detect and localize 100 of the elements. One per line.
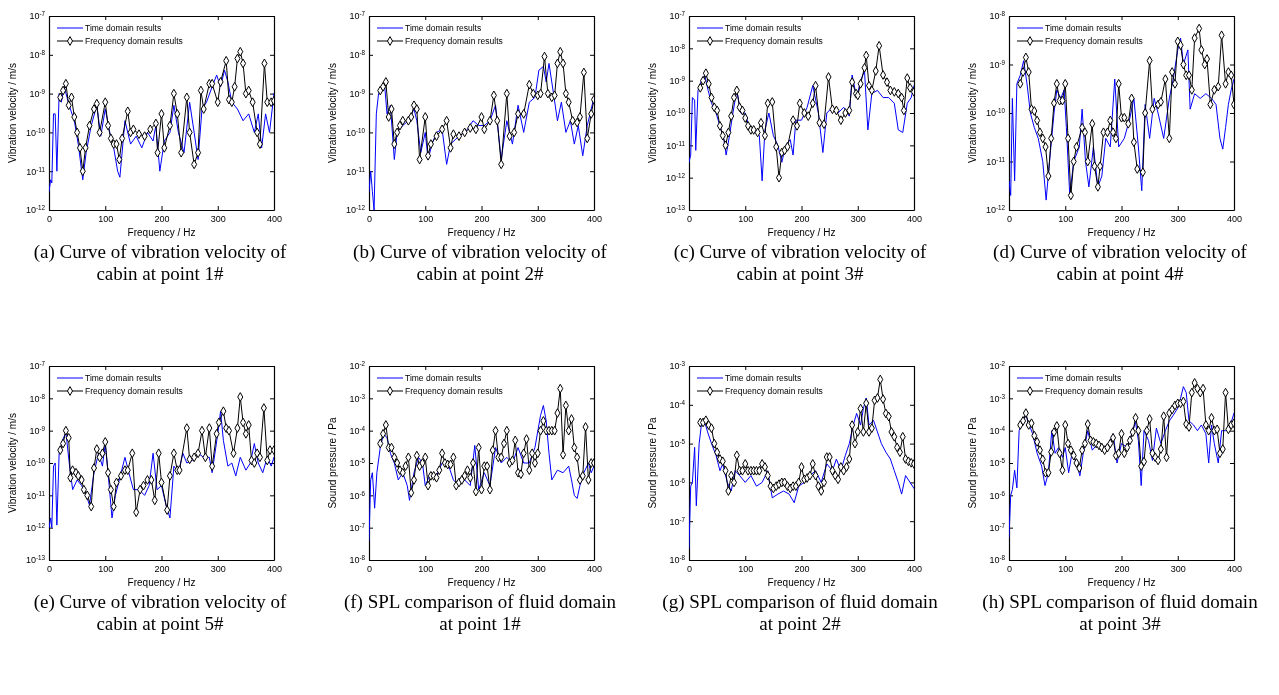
y-tick-label: 10$^{-9}$ bbox=[989, 58, 1006, 70]
y-tick-label: 10$^{-9}$ bbox=[29, 87, 46, 99]
y-tick-label: 10$^{-11}$ bbox=[666, 139, 686, 151]
point bbox=[515, 109, 522, 119]
y-tick-label: 10$^{-12}$ bbox=[665, 171, 686, 184]
x-tick-label: 200 bbox=[474, 564, 490, 575]
x-tick-label: 0 bbox=[46, 214, 53, 225]
y-tick-label: 10$^{-7}$ bbox=[669, 9, 686, 22]
y-tick-label: 10$^{-9}$ bbox=[669, 74, 686, 87]
y-tick-label: 10$^{-5}$ bbox=[349, 456, 366, 469]
x-tick-label: 400 bbox=[266, 214, 283, 225]
legend-label: Frequency domain results bbox=[85, 36, 183, 46]
x-tick-label: 300 bbox=[1170, 564, 1186, 575]
point bbox=[413, 104, 420, 114]
point bbox=[520, 109, 527, 119]
legend-label: Time domain results bbox=[725, 23, 802, 33]
y-tick-label: 10$^{-12}$ bbox=[345, 203, 366, 216]
x-tick-label: 0 bbox=[366, 214, 373, 225]
point bbox=[427, 139, 434, 149]
point bbox=[576, 112, 583, 122]
x-tick-label: 100 bbox=[98, 214, 114, 225]
y-axis-title: Sound pressure / Pa bbox=[967, 416, 978, 509]
legend-label: Frequency domain results bbox=[85, 386, 183, 396]
x-tick-label: 100 bbox=[418, 564, 434, 575]
legend-label: Frequency domain results bbox=[725, 386, 823, 396]
x-tick-label: 300 bbox=[530, 564, 546, 575]
x-tick-label: 300 bbox=[850, 214, 866, 225]
x-tick-label: 300 bbox=[210, 564, 226, 575]
x-axis-title: Frequency / Hz bbox=[447, 577, 516, 588]
x-tick-label: 200 bbox=[154, 214, 170, 225]
point bbox=[455, 131, 463, 142]
y-axis-title: Vibration velocity / m/s bbox=[327, 63, 338, 163]
legend-label: Time domain results bbox=[405, 23, 482, 33]
y-tick-label: 10$^{-2}$ bbox=[989, 359, 1006, 372]
y-tick-label: 10$^{-8}$ bbox=[349, 553, 366, 566]
x-tick-label: 200 bbox=[794, 564, 810, 575]
point bbox=[478, 112, 485, 122]
y-tick-label: 10$^{-8}$ bbox=[989, 9, 1006, 22]
x-tick-label: 300 bbox=[1170, 214, 1186, 225]
y-tick-label: 10$^{-5}$ bbox=[989, 456, 1006, 469]
x-tick-label: 400 bbox=[1226, 564, 1243, 575]
x-tick-label: 400 bbox=[906, 564, 923, 575]
x-axis-title: Frequency / Hz bbox=[127, 577, 196, 588]
x-tick-label: 100 bbox=[418, 214, 434, 225]
x-tick-label: 100 bbox=[1058, 564, 1074, 575]
y-tick-label: 10$^{-3}$ bbox=[669, 359, 686, 372]
x-tick-label: 100 bbox=[738, 214, 754, 225]
text: (b) Curve of vibration velocity of cabin at point 2# bbox=[353, 241, 608, 284]
y-tick-label: 10$^{-2}$ bbox=[349, 359, 366, 372]
y-tick-label: 10$^{-8}$ bbox=[669, 42, 686, 54]
y-tick-label: 10$^{-7}$ bbox=[29, 359, 46, 372]
x-tick-label: 0 bbox=[686, 214, 693, 225]
x-tick-label: 100 bbox=[1058, 214, 1074, 225]
legend-label: Frequency domain results bbox=[1045, 36, 1143, 46]
text: (e) Curve of vibration velocity of cabin at point 5# bbox=[33, 591, 288, 634]
point bbox=[391, 139, 398, 149]
x-tick-label: 100 bbox=[738, 564, 754, 575]
x-tick-label: 0 bbox=[1006, 564, 1013, 575]
y-tick-label: 10$^{-11}$ bbox=[346, 165, 366, 177]
text: (d) Curve of vibration velocity of cabin at point 4# bbox=[993, 241, 1248, 284]
y-tick-label: 10$^{-6}$ bbox=[349, 489, 366, 501]
x-tick-label: 100 bbox=[98, 564, 114, 575]
legend-label: Frequency domain results bbox=[405, 386, 503, 396]
y-tick-label: 10$^{-4}$ bbox=[349, 424, 366, 437]
x-axis-title: Frequency / Hz bbox=[127, 227, 196, 238]
legend-label: Time domain results bbox=[1045, 373, 1122, 383]
y-tick-label: 10$^{-8}$ bbox=[349, 48, 366, 61]
line-series bbox=[689, 397, 914, 549]
y-tick-label: 10$^{-13}$ bbox=[25, 553, 46, 566]
text: (f) SPL comparison of fluid domain at point 1# bbox=[343, 591, 617, 634]
y-tick-label: 10$^{-12}$ bbox=[985, 203, 1006, 216]
line-series bbox=[49, 69, 274, 192]
y-tick-label: 10$^{-11}$ bbox=[986, 155, 1006, 167]
x-tick-label: 200 bbox=[794, 214, 810, 225]
x-axis-title: Frequency / Hz bbox=[1087, 227, 1156, 238]
y-tick-label: 10$^{-8}$ bbox=[29, 48, 46, 61]
x-tick-label: 300 bbox=[850, 564, 866, 575]
point bbox=[385, 112, 392, 122]
y-tick-label: 10$^{-7}$ bbox=[669, 515, 686, 527]
y-tick-label: 10$^{-11}$ bbox=[26, 165, 46, 177]
x-axis-title: Frequency / Hz bbox=[447, 227, 516, 238]
y-tick-label: 10$^{-12}$ bbox=[25, 521, 46, 534]
y-tick-label: 10$^{-3}$ bbox=[349, 392, 366, 404]
x-tick-label: 200 bbox=[1114, 564, 1130, 575]
x-tick-label: 0 bbox=[1006, 214, 1013, 225]
x-tick-label: 0 bbox=[366, 564, 373, 575]
text: (h) SPL comparison of fluid domain at point 3# bbox=[982, 591, 1259, 634]
y-tick-label: 10$^{-4}$ bbox=[669, 398, 686, 411]
y-tick-label: 10$^{-9}$ bbox=[349, 87, 366, 99]
legend-label: Frequency domain results bbox=[405, 36, 503, 46]
line-series bbox=[369, 405, 594, 542]
x-tick-label: 300 bbox=[210, 214, 226, 225]
y-axis-title: Vibration velocity / m/s bbox=[647, 63, 658, 163]
x-tick-label: 300 bbox=[530, 214, 546, 225]
point bbox=[422, 112, 429, 122]
y-tick-label: 10$^{-5}$ bbox=[669, 437, 686, 449]
x-tick-label: 400 bbox=[1226, 214, 1243, 225]
y-tick-label: 10$^{-7}$ bbox=[29, 9, 46, 22]
y-axis-title: Vibration velocity / m/s bbox=[7, 413, 18, 513]
y-tick-label: 10$^{-8}$ bbox=[669, 553, 686, 566]
